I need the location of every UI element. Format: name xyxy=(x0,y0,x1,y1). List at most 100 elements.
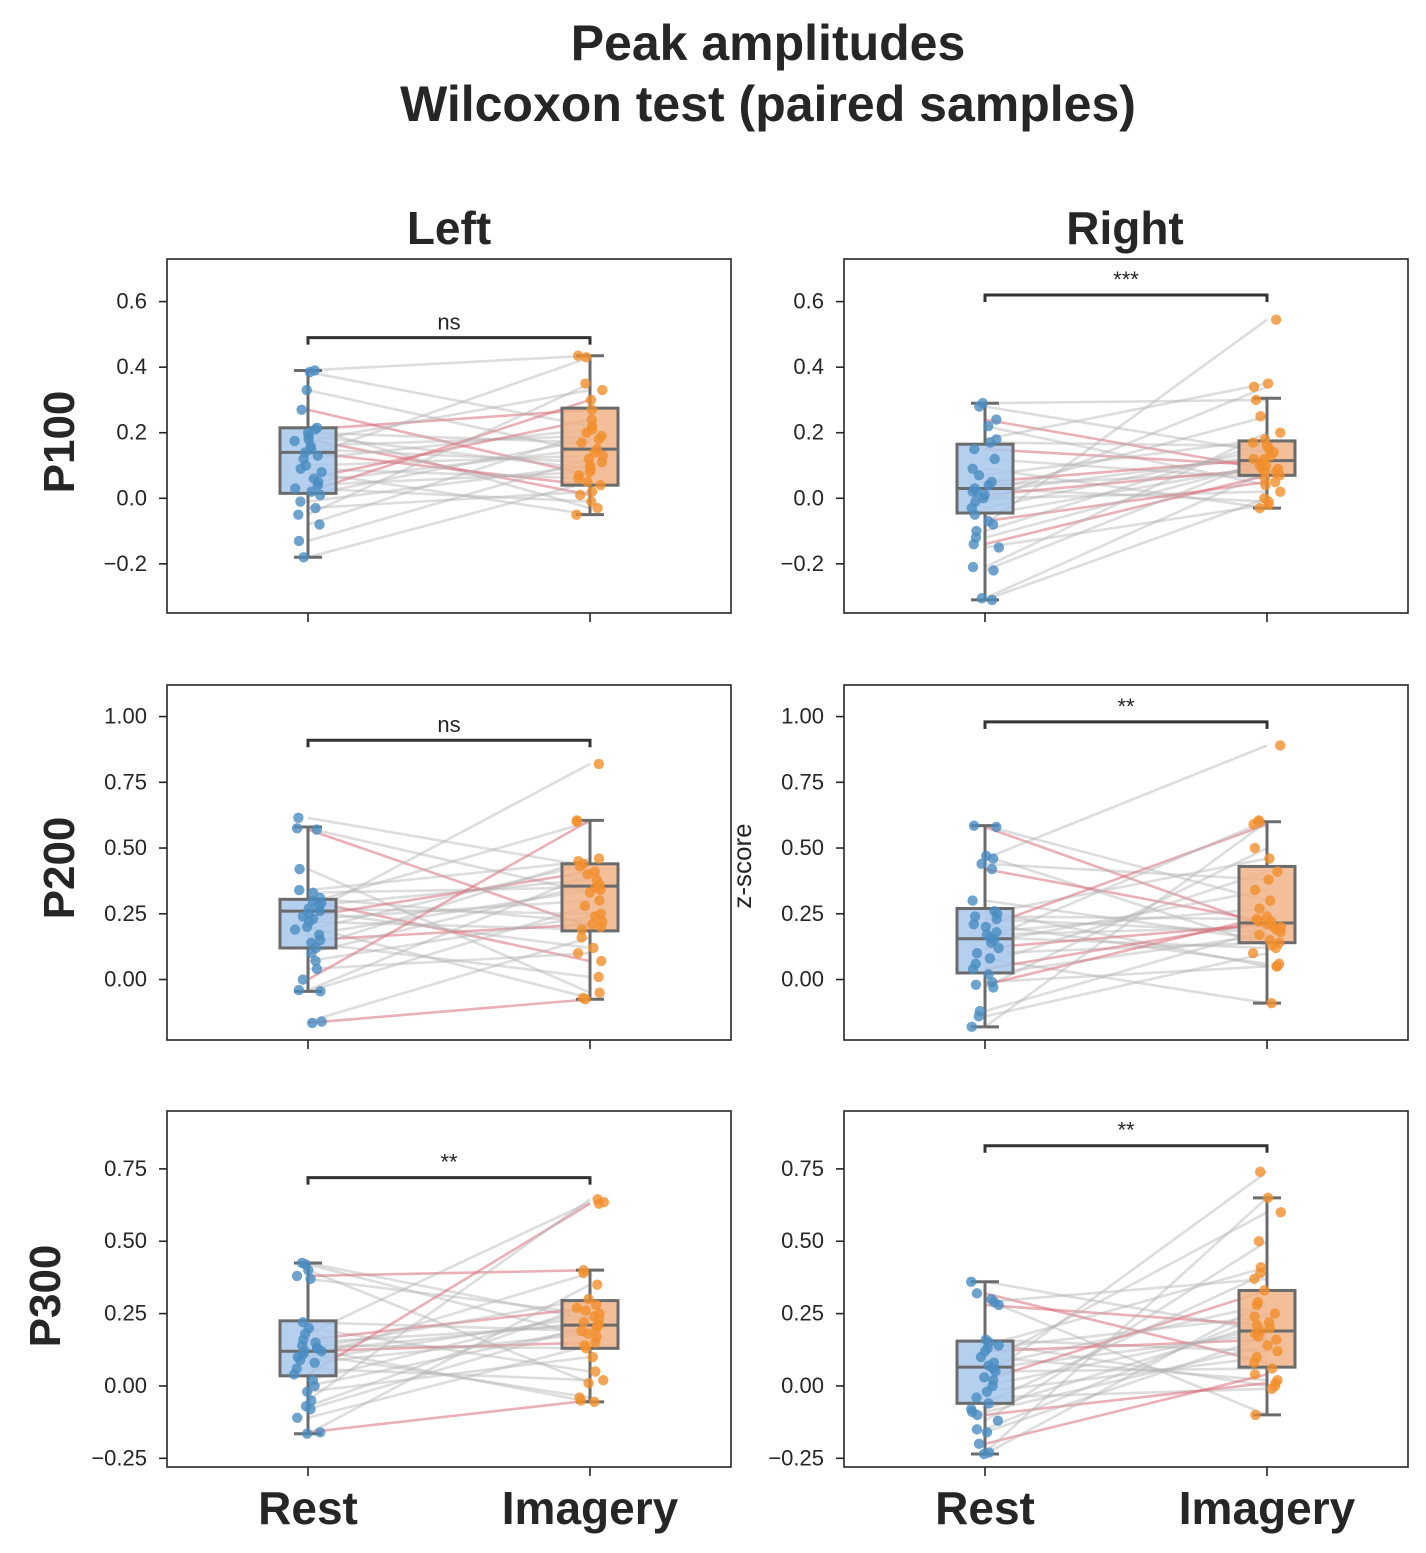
imagery-point xyxy=(576,932,587,943)
y-tick-label: 0.50 xyxy=(104,1228,147,1253)
imagery-point xyxy=(1260,479,1271,491)
pair-line xyxy=(307,762,591,915)
imagery-point xyxy=(1266,1383,1278,1395)
pair-lines xyxy=(984,1170,1268,1456)
y-tick-label: 1.00 xyxy=(781,704,824,729)
pair-line xyxy=(307,447,591,464)
imagery-point xyxy=(578,1317,589,1328)
points xyxy=(966,314,1286,606)
rest-point xyxy=(312,479,324,491)
rest-point xyxy=(983,1398,994,1409)
imagery-point xyxy=(584,466,596,478)
rest-point xyxy=(301,921,313,933)
pair-line xyxy=(307,467,591,480)
pair-line xyxy=(307,1323,591,1344)
rest-point xyxy=(979,1372,990,1383)
imagery-point xyxy=(589,1396,600,1408)
pair-line xyxy=(984,490,1268,500)
imagery-point xyxy=(590,1337,601,1348)
rest-point xyxy=(990,1366,1001,1377)
rest-point xyxy=(306,486,317,497)
points xyxy=(965,1166,1286,1460)
imagery-point xyxy=(1264,853,1275,864)
pair-line xyxy=(307,1261,591,1321)
rest-point xyxy=(987,853,999,864)
pair-line-highlight xyxy=(307,922,591,942)
y-tick-label: 0.6 xyxy=(116,289,147,314)
pair-line xyxy=(307,457,591,543)
y-tick-label: 0.75 xyxy=(781,1156,824,1181)
rest-point xyxy=(971,1424,983,1435)
rest-point xyxy=(314,1427,326,1438)
imagery-point xyxy=(1275,740,1286,751)
pair-line xyxy=(984,1266,1268,1347)
rest-point xyxy=(981,1427,993,1438)
rest-point xyxy=(296,404,307,415)
imagery-point xyxy=(580,378,591,389)
significance-bracket xyxy=(983,1144,1269,1153)
rest-point xyxy=(314,905,325,917)
imagery-point xyxy=(1253,916,1265,927)
pair-line-highlight xyxy=(984,1303,1268,1327)
y-tick-label: 1.00 xyxy=(104,704,147,729)
pair-line xyxy=(984,464,1268,516)
imagery-point xyxy=(594,895,605,906)
pair-line-highlight xyxy=(307,1341,591,1353)
x-tick-rest-right: Rest xyxy=(935,1482,1035,1534)
pair-lines xyxy=(307,354,591,559)
rest-point xyxy=(973,1438,985,1450)
rest-point xyxy=(315,934,326,946)
imagery-point xyxy=(1248,1357,1260,1369)
panel-p300-left: 0.75 0.50 0.25 0.00 −0.25 ** xyxy=(91,1110,732,1476)
imagery-point xyxy=(576,924,587,935)
significance-label: *** xyxy=(1113,267,1139,292)
y-tick-label: −0.2 xyxy=(104,551,147,576)
imagery-point xyxy=(572,948,584,959)
y-tick-label: 0.0 xyxy=(793,485,824,510)
y-tick-label: 0.2 xyxy=(793,420,824,445)
pair-line-highlight xyxy=(984,1289,1268,1382)
pair-line xyxy=(307,1277,591,1315)
pair-line-highlight xyxy=(984,418,1268,471)
significance-label: ns xyxy=(437,712,460,737)
pair-line xyxy=(984,1355,1268,1394)
rest-point xyxy=(976,593,988,604)
pair-line xyxy=(307,1309,591,1382)
imagery-point xyxy=(1259,1285,1270,1296)
pair-line-highlight xyxy=(984,823,1268,929)
pair-line xyxy=(307,820,591,905)
significance-label: ** xyxy=(1117,694,1135,719)
rest-point xyxy=(311,963,323,975)
y-tick-label: 0.25 xyxy=(104,901,147,926)
rest-point xyxy=(968,538,979,550)
pair-line xyxy=(307,480,591,559)
pair-line xyxy=(984,909,1268,968)
panel-p200-left: 1.00 0.75 0.50 0.25 0.00 ns xyxy=(104,684,732,1049)
imagery-point xyxy=(1249,842,1261,854)
rest-point xyxy=(989,453,1000,465)
pair-line xyxy=(307,920,591,931)
imagery-point xyxy=(575,1395,587,1406)
imagery-point xyxy=(1262,1340,1273,1351)
panel-p300-right: 0.75 0.50 0.25 0.00 −0.25 ** xyxy=(768,1110,1409,1476)
imagery-point xyxy=(1254,1166,1266,1177)
rest-point xyxy=(307,1017,318,1029)
imagery-point xyxy=(1255,411,1266,422)
pair-line-highlight xyxy=(307,1306,591,1341)
pair-line xyxy=(307,354,591,372)
pair-line xyxy=(984,441,1268,448)
pair-line xyxy=(984,1240,1268,1422)
rest-point xyxy=(293,535,305,547)
imagery-point xyxy=(592,502,603,514)
y-tick-label: 0.50 xyxy=(104,835,147,860)
imagery-point xyxy=(582,476,593,488)
imagery-point xyxy=(580,352,592,363)
axes-frame xyxy=(843,1110,1409,1468)
points xyxy=(289,758,608,1029)
rest-point xyxy=(980,921,991,933)
rest-point xyxy=(310,955,321,967)
figure-title-line-1: Peak amplitudes xyxy=(571,15,966,71)
rest-point xyxy=(309,1357,320,1369)
imagery-point xyxy=(1266,1363,1278,1374)
